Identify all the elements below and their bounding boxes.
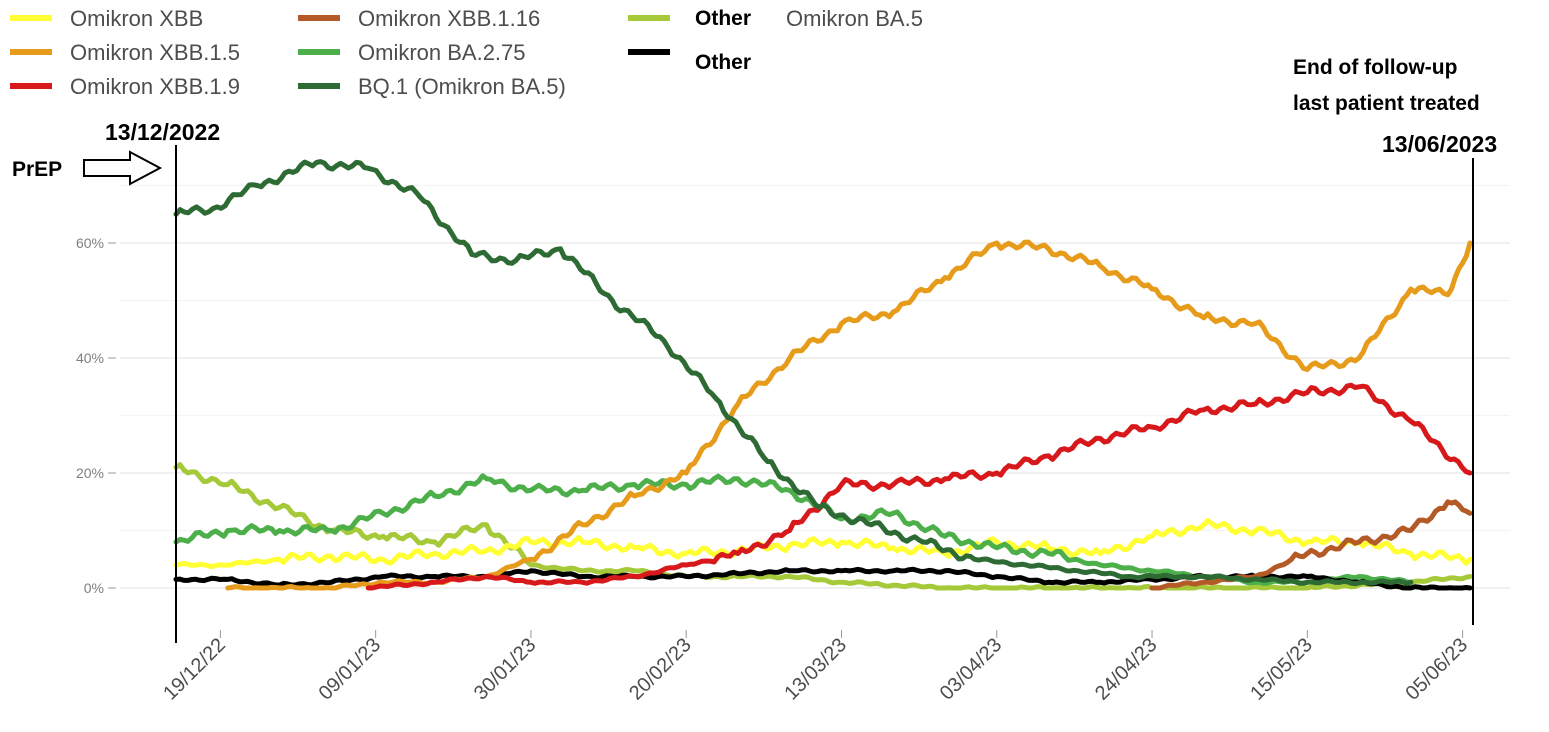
x-tick-label: 30/01/23: [470, 634, 541, 705]
legend-label-other-1: Other: [695, 7, 751, 30]
legend-label-bq-1: BQ.1 (Omikron BA.5): [358, 74, 566, 99]
legend-label-other-2: Other: [695, 51, 751, 74]
end-label-line2: last patient treated: [1293, 92, 1480, 115]
grid: [120, 184, 1510, 589]
x-tick-label: 03/04/23: [936, 634, 1007, 705]
series-lines: [173, 159, 1473, 591]
x-tick-label: 09/01/23: [315, 634, 386, 705]
x-tick-label: 20/02/23: [625, 634, 696, 705]
prep-label: PrEP: [12, 158, 62, 181]
x-tick-label: 15/05/23: [1246, 634, 1317, 705]
start-date-label: 13/12/2022: [105, 119, 220, 145]
end-date-label: 13/06/2023: [1382, 131, 1497, 157]
end-label-line1: End of follow-up: [1293, 56, 1457, 79]
prep-arrow-icon: [83, 150, 163, 186]
x-tick-label: 05/06/23: [1402, 634, 1473, 705]
y-tick-label: 60%: [76, 235, 104, 251]
series-line-omikron-xbb-1-16: [1149, 499, 1473, 591]
legend-label-ba-2-75: Omikron BA.2.75: [358, 40, 526, 65]
legend-label-xbb-1-16: Omikron XBB.1.16: [358, 6, 540, 31]
x-tick-label: 19/12/22: [159, 634, 230, 705]
x-tick-label: 13/03/23: [780, 634, 851, 705]
legend-label-omikron-ba5: Omikron BA.5: [786, 6, 923, 31]
y-axis-ticks: 0% 20% 40% 60%: [76, 235, 116, 596]
legend-label-xbb: Omikron XBB: [70, 6, 203, 31]
x-tick-label: 24/04/23: [1091, 634, 1162, 705]
y-tick-label: 0%: [84, 580, 104, 596]
legend-label-xbb-1-9: Omikron XBB.1.9: [70, 74, 240, 99]
series-line-other-omikron-ba-5: [173, 462, 1473, 591]
series-line-omikron-xbb-1-9: [365, 382, 1473, 591]
legend: Omikron XBB Omikron XBB.1.5 Omikron XBB.…: [10, 6, 923, 99]
series-line-omikron-xbb: [173, 518, 1473, 569]
y-tick-label: 40%: [76, 350, 104, 366]
y-tick-label: 20%: [76, 465, 104, 481]
legend-label-xbb-1-5: Omikron XBB.1.5: [70, 40, 240, 65]
x-axis-ticks: 19/12/22 09/01/23 30/01/23 20/02/23 13/03/23…: [159, 630, 1472, 705]
series-line-bq-1-omikron-ba-5: [173, 159, 1414, 587]
